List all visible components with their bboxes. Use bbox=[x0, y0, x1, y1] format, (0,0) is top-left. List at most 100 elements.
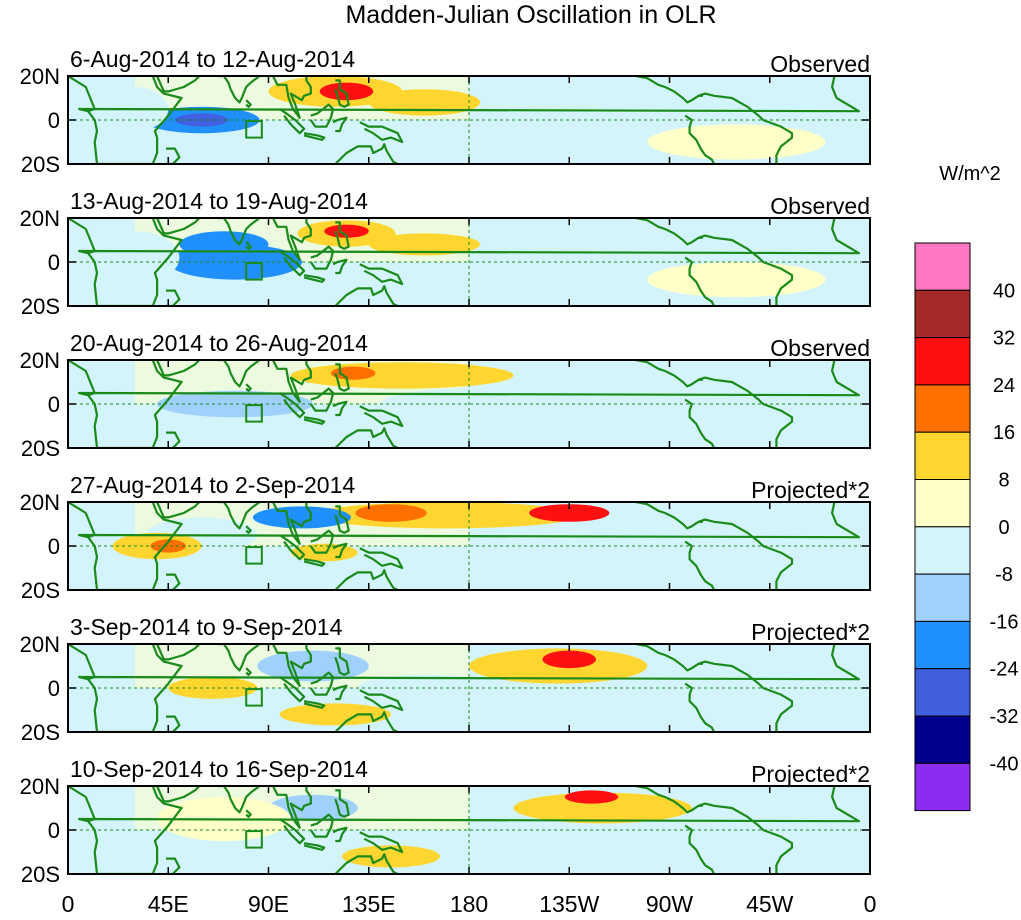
coastline-10 bbox=[309, 387, 335, 412]
coastline-3 bbox=[166, 715, 181, 732]
olr-anomaly-6 bbox=[368, 89, 481, 116]
panel-1: 6-Aug-2014 to 12-Aug-2014 Observed 20N 0 20S bbox=[20, 46, 871, 177]
coastline-9 bbox=[303, 700, 326, 709]
panel-map bbox=[68, 218, 870, 306]
coastline-8 bbox=[278, 250, 306, 277]
coastline-14 bbox=[319, 711, 399, 732]
coastline-4 bbox=[156, 76, 201, 93]
coastline-10 bbox=[309, 813, 335, 838]
x-tick-label: 90E bbox=[248, 891, 289, 917]
olr-anomaly-2 bbox=[564, 790, 619, 804]
x-tick-label: 0 bbox=[864, 891, 877, 917]
panel-date-range: 20-Aug-2014 to 26-Aug-2014 bbox=[70, 330, 368, 356]
y-tick-label: 20S bbox=[21, 294, 60, 319]
coastline-9 bbox=[303, 274, 326, 283]
coastline-7 bbox=[272, 218, 312, 261]
coastline-15 bbox=[635, 360, 703, 388]
olr-anomaly-7 bbox=[279, 268, 392, 291]
colorbar-swatch bbox=[914, 526, 971, 575]
figure-title: Madden-Julian Oscillation in OLR bbox=[345, 1, 716, 29]
y-tick-label: 0 bbox=[48, 818, 60, 843]
panel-status: Observed bbox=[770, 51, 870, 77]
coastline-11 bbox=[332, 258, 348, 275]
panel-date-range: 27-Aug-2014 to 2-Sep-2014 bbox=[70, 472, 355, 498]
coastline-14 bbox=[319, 143, 399, 164]
coastline-5 bbox=[217, 360, 261, 388]
coastline-4 bbox=[156, 502, 201, 519]
coastline-1 bbox=[68, 644, 860, 681]
olr-anomaly-2 bbox=[330, 366, 376, 380]
coastline-9 bbox=[303, 132, 326, 141]
coastline-17 bbox=[684, 682, 716, 732]
index-box bbox=[245, 120, 263, 139]
panel-date-range: 10-Sep-2014 to 16-Sep-2014 bbox=[70, 756, 368, 782]
olr-anomaly-5 bbox=[319, 82, 374, 101]
coastline-7 bbox=[272, 644, 312, 687]
olr-anomaly-6 bbox=[691, 808, 870, 852]
panel-2: 13-Aug-2014 to 19-Aug-2014 Observed 20N 0 20… bbox=[20, 188, 871, 319]
coastline-15 bbox=[635, 76, 703, 104]
coastline-9 bbox=[303, 558, 326, 567]
colorbar-swatch bbox=[914, 715, 971, 764]
olr-anomaly-4 bbox=[252, 506, 351, 529]
panel-map bbox=[68, 360, 870, 448]
olr-anomaly-2 bbox=[179, 231, 269, 258]
x-tick-label: 135W bbox=[539, 891, 599, 917]
olr-anomaly-4 bbox=[279, 703, 392, 726]
olr-anomaly-3 bbox=[157, 390, 314, 418]
coastline-6 bbox=[245, 809, 252, 818]
coastline-17 bbox=[684, 114, 716, 164]
coastline-2 bbox=[87, 786, 183, 874]
coastline-5 bbox=[217, 786, 261, 814]
coastline-1 bbox=[68, 502, 860, 539]
olr-anomaly-8 bbox=[647, 262, 826, 298]
coastline-15 bbox=[635, 786, 703, 814]
panel-stack: 6-Aug-2014 to 12-Aug-2014 Observed 20N 0 20S… bbox=[20, 46, 871, 887]
coastline-14 bbox=[319, 853, 399, 874]
colorbar-label: 16 bbox=[993, 422, 1015, 444]
coastline-12 bbox=[334, 363, 350, 392]
colorbar-label: 40 bbox=[993, 280, 1015, 302]
y-tick-label: 0 bbox=[48, 392, 60, 417]
coastline-3 bbox=[166, 289, 181, 306]
coastline-2 bbox=[87, 360, 183, 448]
coastline-1 bbox=[68, 786, 860, 823]
coastline-12 bbox=[334, 221, 350, 250]
coastline-10 bbox=[309, 103, 335, 128]
coastline-10 bbox=[309, 529, 335, 554]
panel-map bbox=[68, 786, 870, 874]
colorbar-label: -24 bbox=[990, 659, 1019, 681]
panel-map bbox=[68, 76, 870, 164]
panel-status: Observed bbox=[770, 335, 870, 361]
coastline-14 bbox=[319, 285, 399, 306]
y-tick-label: 20N bbox=[20, 348, 60, 373]
coastline-3 bbox=[166, 573, 181, 590]
panel-status: Observed bbox=[770, 193, 870, 219]
index-box bbox=[245, 546, 263, 565]
olr-anomaly-9 bbox=[424, 554, 603, 582]
coastline-11 bbox=[332, 400, 348, 417]
olr-anomaly-4 bbox=[342, 845, 441, 868]
coastline-15 bbox=[635, 644, 703, 672]
coastline-1 bbox=[68, 76, 860, 113]
olr-anomaly-1 bbox=[513, 792, 692, 824]
coastline-10 bbox=[309, 671, 335, 696]
colorbar-swatch bbox=[914, 289, 971, 339]
coastline-7 bbox=[272, 786, 312, 829]
panel-map bbox=[68, 644, 870, 732]
coastline-13 bbox=[359, 831, 404, 854]
y-tick-label: 0 bbox=[48, 250, 60, 275]
x-axis: 0 45E 90E 135E 180 135W 90W 45W 0 bbox=[62, 891, 877, 917]
olr-anomaly-8 bbox=[647, 124, 826, 160]
panel-status: Projected*2 bbox=[751, 761, 870, 787]
coastline-17 bbox=[684, 398, 716, 448]
panel-date-range: 3-Sep-2014 to 9-Sep-2014 bbox=[70, 614, 343, 640]
x-tick-label: 0 bbox=[62, 891, 75, 917]
index-box bbox=[245, 688, 263, 707]
y-tick-label: 20S bbox=[21, 578, 60, 603]
x-tick-label: 45E bbox=[148, 891, 189, 917]
coastline-11 bbox=[332, 826, 348, 843]
coastline-2 bbox=[87, 76, 183, 164]
coastline-6 bbox=[245, 525, 252, 534]
